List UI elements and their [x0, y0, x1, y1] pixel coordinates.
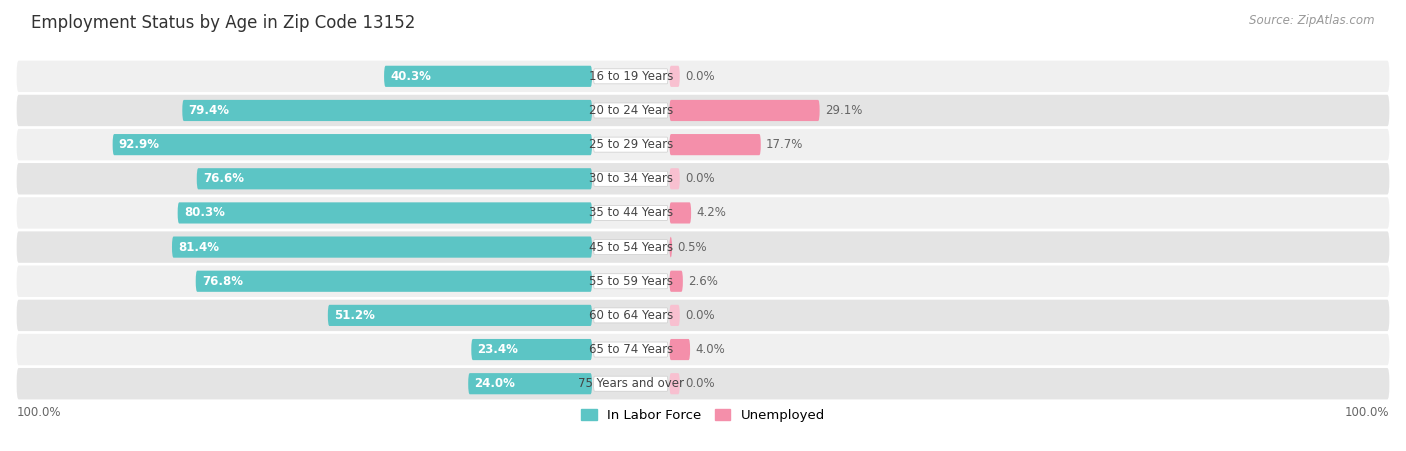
FancyBboxPatch shape — [593, 137, 668, 152]
FancyBboxPatch shape — [669, 66, 679, 87]
FancyBboxPatch shape — [384, 66, 592, 87]
FancyBboxPatch shape — [669, 134, 761, 155]
Text: 100.0%: 100.0% — [17, 406, 60, 419]
FancyBboxPatch shape — [183, 100, 592, 121]
Text: 0.0%: 0.0% — [685, 172, 714, 185]
Text: 0.5%: 0.5% — [678, 240, 707, 253]
FancyBboxPatch shape — [669, 100, 820, 121]
Text: 23.4%: 23.4% — [478, 343, 519, 356]
Text: 17.7%: 17.7% — [766, 138, 803, 151]
Text: 60 to 64 Years: 60 to 64 Years — [589, 309, 673, 322]
Text: Employment Status by Age in Zip Code 13152: Employment Status by Age in Zip Code 131… — [31, 14, 415, 32]
FancyBboxPatch shape — [17, 95, 1389, 126]
FancyBboxPatch shape — [112, 134, 592, 155]
FancyBboxPatch shape — [471, 339, 592, 360]
Text: 55 to 59 Years: 55 to 59 Years — [589, 275, 672, 288]
FancyBboxPatch shape — [669, 168, 679, 189]
Text: 0.0%: 0.0% — [685, 70, 714, 83]
FancyBboxPatch shape — [177, 202, 592, 224]
FancyBboxPatch shape — [195, 271, 592, 292]
FancyBboxPatch shape — [172, 236, 592, 258]
Text: Source: ZipAtlas.com: Source: ZipAtlas.com — [1250, 14, 1375, 27]
Legend: In Labor Force, Unemployed: In Labor Force, Unemployed — [575, 404, 831, 428]
FancyBboxPatch shape — [669, 339, 690, 360]
Text: 76.8%: 76.8% — [202, 275, 243, 288]
Text: 75 Years and over: 75 Years and over — [578, 377, 683, 390]
Text: 76.6%: 76.6% — [202, 172, 243, 185]
FancyBboxPatch shape — [669, 305, 679, 326]
FancyBboxPatch shape — [593, 274, 668, 289]
FancyBboxPatch shape — [669, 373, 679, 394]
Text: 16 to 19 Years: 16 to 19 Years — [589, 70, 673, 83]
FancyBboxPatch shape — [17, 368, 1389, 400]
FancyBboxPatch shape — [593, 69, 668, 84]
FancyBboxPatch shape — [593, 171, 668, 186]
FancyBboxPatch shape — [17, 231, 1389, 263]
FancyBboxPatch shape — [593, 239, 668, 255]
FancyBboxPatch shape — [593, 205, 668, 221]
Text: 40.3%: 40.3% — [391, 70, 432, 83]
Text: 51.2%: 51.2% — [335, 309, 375, 322]
FancyBboxPatch shape — [669, 271, 683, 292]
FancyBboxPatch shape — [17, 163, 1389, 194]
FancyBboxPatch shape — [17, 334, 1389, 365]
FancyBboxPatch shape — [17, 197, 1389, 229]
FancyBboxPatch shape — [17, 129, 1389, 161]
FancyBboxPatch shape — [17, 299, 1389, 331]
Text: 4.2%: 4.2% — [696, 207, 725, 220]
Text: 65 to 74 Years: 65 to 74 Years — [589, 343, 673, 356]
Text: 0.0%: 0.0% — [685, 309, 714, 322]
Text: 45 to 54 Years: 45 to 54 Years — [589, 240, 673, 253]
Text: 79.4%: 79.4% — [188, 104, 229, 117]
Text: 81.4%: 81.4% — [179, 240, 219, 253]
Text: 30 to 34 Years: 30 to 34 Years — [589, 172, 672, 185]
FancyBboxPatch shape — [328, 305, 592, 326]
Text: 20 to 24 Years: 20 to 24 Years — [589, 104, 673, 117]
Text: 92.9%: 92.9% — [120, 138, 160, 151]
FancyBboxPatch shape — [17, 60, 1389, 92]
Text: 24.0%: 24.0% — [474, 377, 515, 390]
Text: 29.1%: 29.1% — [825, 104, 862, 117]
FancyBboxPatch shape — [669, 236, 672, 258]
Text: 80.3%: 80.3% — [184, 207, 225, 220]
FancyBboxPatch shape — [468, 373, 592, 394]
FancyBboxPatch shape — [593, 342, 668, 357]
Text: 25 to 29 Years: 25 to 29 Years — [589, 138, 673, 151]
Text: 4.0%: 4.0% — [695, 343, 725, 356]
Text: 0.0%: 0.0% — [685, 377, 714, 390]
Text: 100.0%: 100.0% — [1346, 406, 1389, 419]
FancyBboxPatch shape — [197, 168, 592, 189]
Text: 2.6%: 2.6% — [688, 275, 718, 288]
FancyBboxPatch shape — [593, 376, 668, 391]
Text: 35 to 44 Years: 35 to 44 Years — [589, 207, 673, 220]
FancyBboxPatch shape — [17, 266, 1389, 297]
FancyBboxPatch shape — [669, 202, 692, 224]
FancyBboxPatch shape — [593, 103, 668, 118]
FancyBboxPatch shape — [593, 308, 668, 323]
